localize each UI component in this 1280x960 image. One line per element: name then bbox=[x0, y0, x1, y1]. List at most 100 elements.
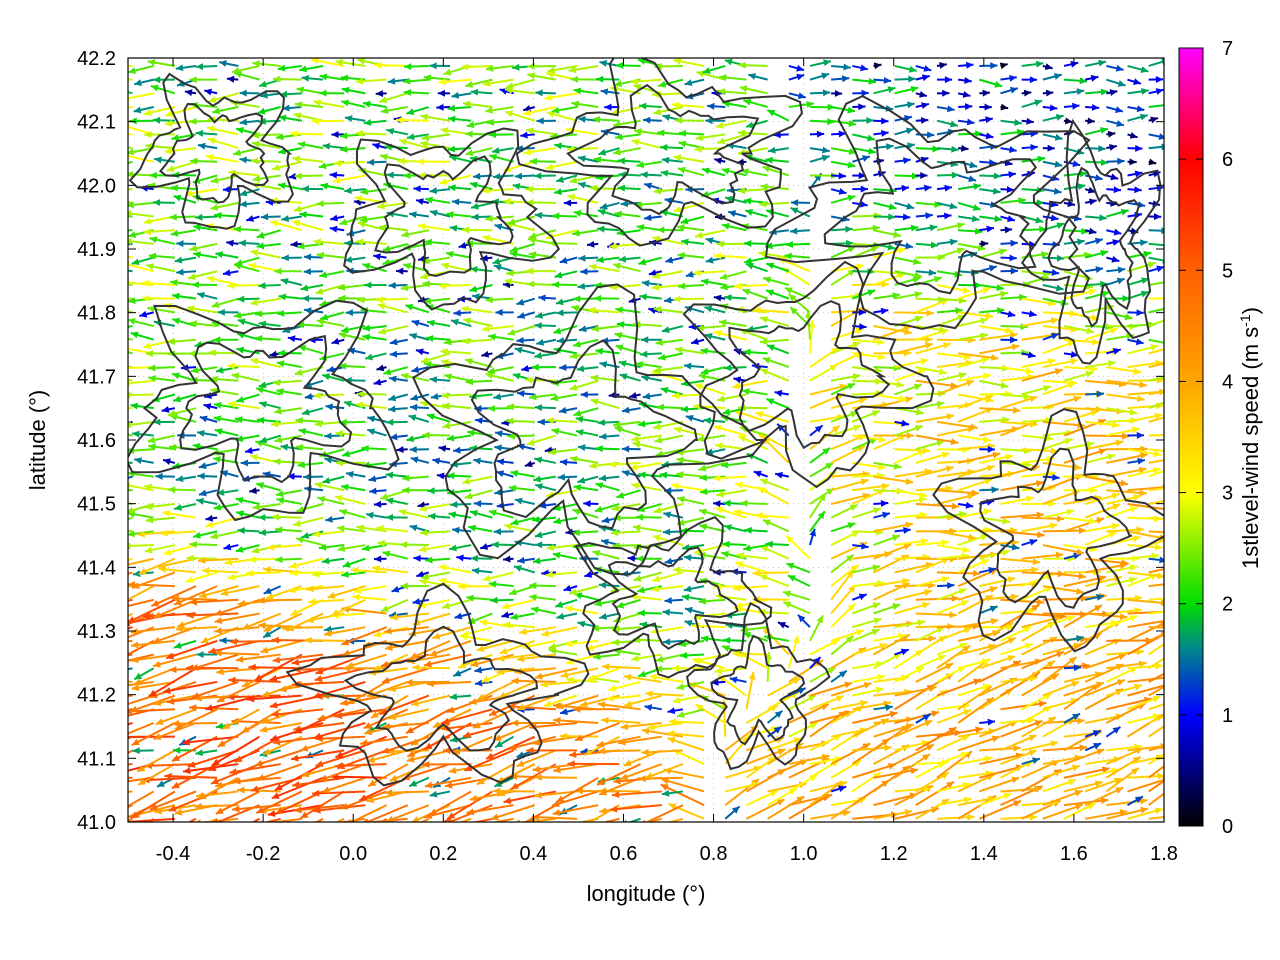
wind-vector-head bbox=[888, 763, 896, 770]
wind-vector bbox=[809, 710, 854, 724]
wind-vector-head bbox=[724, 364, 732, 372]
wind-vector bbox=[153, 722, 197, 741]
wind-vector-head bbox=[520, 131, 528, 139]
wind-vector bbox=[872, 765, 911, 793]
wind-vector bbox=[1063, 682, 1100, 711]
wind-vector-head bbox=[1139, 381, 1147, 389]
wind-vector-head bbox=[942, 342, 951, 349]
wind-vector-head bbox=[233, 225, 242, 233]
wind-vector-head bbox=[597, 419, 606, 427]
wind-vector-head bbox=[385, 471, 394, 479]
wind-vector-head bbox=[364, 728, 373, 736]
wind-vector-head bbox=[80, 733, 88, 740]
wind-vector-head bbox=[246, 695, 255, 703]
wind-vector-head bbox=[482, 574, 491, 582]
wind-vector-head bbox=[948, 727, 957, 734]
wind-vector-head bbox=[295, 417, 303, 425]
wind-vector-head bbox=[904, 809, 913, 816]
wind-vector-head bbox=[234, 416, 243, 424]
wind-vector-head bbox=[313, 691, 321, 699]
wind-vector-head bbox=[647, 723, 656, 731]
wind-vector-head bbox=[768, 146, 776, 154]
wind-vector-head bbox=[1006, 623, 1014, 631]
wind-vector-head bbox=[1100, 249, 1109, 257]
wind-vector-head bbox=[668, 718, 677, 726]
wind-vector-head bbox=[598, 581, 607, 589]
wind-vector-head bbox=[157, 562, 166, 569]
wind-vector-head bbox=[732, 584, 741, 592]
wind-vector-head bbox=[506, 417, 514, 425]
wind-vector-head bbox=[301, 770, 310, 778]
wind-vector-head bbox=[467, 823, 475, 830]
wind-vector-head bbox=[476, 645, 485, 652]
wind-vector-head bbox=[601, 663, 610, 671]
wind-vector-head bbox=[145, 350, 153, 357]
wind-vector-head bbox=[329, 225, 338, 233]
wind-vector-head bbox=[924, 184, 932, 192]
wind-vector-head bbox=[1140, 290, 1149, 298]
wind-vector-head bbox=[198, 792, 207, 800]
wind-vector-head bbox=[269, 674, 278, 682]
wind-vector-head bbox=[642, 819, 646, 822]
wind-vector-head bbox=[537, 418, 545, 426]
wind-vector-head bbox=[191, 663, 200, 671]
wind-vector-head bbox=[671, 482, 680, 490]
wind-vector-head bbox=[137, 764, 146, 772]
wind-vector-head bbox=[128, 170, 134, 178]
wind-vector-head bbox=[678, 282, 686, 290]
wind-vector-head bbox=[694, 383, 703, 390]
wind-vector-head bbox=[189, 598, 198, 606]
wind-vector bbox=[596, 735, 641, 747]
wind-vector bbox=[129, 694, 176, 713]
wind-vector-head bbox=[941, 576, 950, 583]
wind-vector bbox=[144, 763, 197, 767]
wind-vector-head bbox=[186, 664, 194, 672]
wind-vector-head bbox=[1049, 522, 1058, 530]
wind-vector-head bbox=[368, 779, 377, 787]
wind-vector-head bbox=[743, 544, 751, 552]
wind-vector-head bbox=[1112, 503, 1121, 511]
wind-vector-head bbox=[1072, 160, 1081, 168]
wind-vector-head bbox=[389, 774, 398, 782]
wind-vector-head bbox=[424, 742, 433, 750]
wind-vector-head bbox=[975, 227, 983, 235]
wind-vector-head bbox=[903, 526, 911, 534]
wind-vector-head bbox=[197, 472, 205, 480]
wind-vector-head bbox=[1165, 674, 1173, 681]
wind-vector-head bbox=[769, 790, 778, 797]
wind-vector-head bbox=[766, 289, 775, 297]
wind-vector bbox=[132, 804, 176, 817]
wind-vector bbox=[978, 800, 1022, 820]
wind-vector-head bbox=[429, 209, 438, 217]
wind-vector-head bbox=[519, 628, 527, 636]
wind-vector bbox=[275, 790, 324, 815]
wind-vector-head bbox=[488, 580, 497, 588]
wind-vector-head bbox=[992, 187, 1001, 195]
wind-vector-head bbox=[847, 161, 856, 169]
wind-vector-head bbox=[337, 762, 346, 770]
wind-vector-head bbox=[356, 390, 365, 398]
wind-vector-head bbox=[449, 224, 458, 232]
wind-vector-head bbox=[1035, 480, 1044, 488]
wind-vector-head bbox=[982, 683, 991, 691]
wind-vector-head bbox=[343, 400, 352, 408]
wind-vector-head bbox=[193, 531, 201, 539]
wind-vector-head bbox=[406, 133, 415, 141]
wind-vector-head bbox=[615, 306, 623, 314]
wind-vector-head bbox=[1115, 439, 1124, 447]
wind-vector-head bbox=[573, 825, 581, 832]
wind-vector-head bbox=[745, 208, 754, 216]
wind-vector-head bbox=[715, 506, 724, 514]
wind-vector bbox=[401, 763, 451, 781]
wind-vector-head bbox=[227, 282, 235, 290]
wind-vector-head bbox=[411, 816, 420, 822]
wind-vector-head bbox=[717, 395, 725, 403]
wind-vector-head bbox=[595, 482, 604, 489]
wind-vector-head bbox=[1172, 464, 1180, 471]
wind-vector-head bbox=[451, 198, 460, 206]
wind-vector-head bbox=[919, 491, 928, 499]
wind-vector-head bbox=[196, 651, 204, 659]
wind-vector-head bbox=[928, 635, 936, 643]
wind-vector-head bbox=[637, 609, 645, 617]
wind-vector-head bbox=[382, 550, 391, 558]
